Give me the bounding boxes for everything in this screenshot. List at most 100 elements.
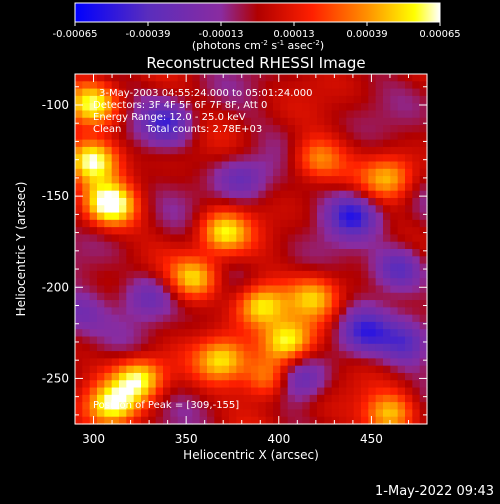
- heatmap-cell: [317, 88, 325, 97]
- heatmap-cell: [324, 249, 333, 257]
- heatmap-cell: [295, 387, 303, 396]
- heatmap-cell: [258, 387, 267, 396]
- heatmap-cell: [104, 358, 113, 367]
- heatmap-cell: [302, 132, 311, 141]
- heatmap-cell: [97, 205, 105, 214]
- heatmap-cell: [397, 190, 406, 199]
- heatmap-cell: [185, 168, 193, 177]
- heatmap-cell: [141, 234, 149, 243]
- heatmap-cell: [317, 402, 325, 411]
- heatmap-cell: [405, 394, 413, 403]
- heatmap-cell: [111, 95, 120, 104]
- heatmap-cell: [258, 117, 267, 126]
- heatmap-cell: [104, 321, 113, 330]
- heatmap-cell: [353, 285, 362, 294]
- heatmap-cell: [287, 343, 296, 352]
- heatmap-cell: [295, 300, 303, 308]
- heatmap-cell: [287, 88, 296, 97]
- heatmap-cell: [353, 183, 362, 192]
- heatmap-cell: [251, 154, 259, 163]
- heatmap-cell: [339, 263, 347, 272]
- heatmap-cell: [412, 321, 421, 330]
- heatmap-cell: [229, 394, 237, 403]
- heatmap-cell: [317, 372, 325, 381]
- heatmap-cell: [207, 321, 215, 330]
- heatmap-cell: [287, 197, 296, 206]
- heatmap-cell: [177, 190, 186, 199]
- heatmap-cell: [214, 321, 223, 330]
- heatmap-cell: [258, 351, 267, 359]
- heatmap-cell: [280, 241, 289, 250]
- heatmap-cell: [361, 343, 369, 352]
- heatmap-cell: [243, 380, 252, 389]
- heatmap-cell: [214, 212, 223, 221]
- heatmap-cell: [273, 372, 281, 381]
- heatmap-cell: [141, 183, 149, 192]
- heatmap-cell: [75, 387, 83, 396]
- heatmap-cell: [346, 146, 355, 155]
- heatmap-cell: [302, 380, 311, 389]
- heatmap-cell: [273, 278, 281, 287]
- heatmap-cell: [273, 132, 281, 141]
- heatmap-cell: [133, 161, 142, 170]
- heatmap-cell: [280, 183, 289, 192]
- heatmap-cell: [383, 219, 391, 228]
- heatmap-cell: [317, 351, 325, 359]
- heatmap-cell: [397, 343, 406, 352]
- heatmap-cell: [251, 307, 259, 316]
- heatmap-cell: [390, 161, 399, 170]
- heatmap-cell: [89, 110, 98, 119]
- heatmap-cell: [295, 329, 303, 338]
- heatmap-cell: [295, 314, 303, 323]
- heatmap-cell: [199, 74, 208, 82]
- heatmap-cell: [75, 168, 83, 177]
- heatmap-cell: [185, 329, 193, 338]
- heatmap-cell: [258, 190, 267, 199]
- heatmap-cell: [177, 132, 186, 141]
- heatmap-cell: [148, 358, 157, 367]
- heatmap-cell: [111, 336, 120, 345]
- heatmap-cell: [243, 372, 252, 381]
- heatmap-cell: [192, 190, 201, 199]
- heatmap-cell: [111, 183, 120, 192]
- heatmap-cell: [97, 139, 105, 148]
- heatmap-cell: [317, 409, 325, 418]
- heatmap-cell: [390, 154, 399, 163]
- heatmap-cell: [361, 365, 369, 374]
- heatmap-cell: [419, 74, 428, 82]
- heatmap-cell: [309, 351, 318, 359]
- heatmap-cell: [287, 110, 296, 119]
- heatmap-cell: [148, 117, 157, 126]
- heatmap-cell: [82, 307, 91, 316]
- heatmap-cell: [192, 336, 201, 345]
- heatmap-cell: [163, 219, 171, 228]
- heatmap-cell: [89, 365, 98, 374]
- heatmap-cell: [119, 241, 127, 250]
- heatmap-cell: [368, 190, 377, 199]
- heatmap-cell: [148, 321, 157, 330]
- heatmap-cell: [324, 176, 333, 184]
- heatmap-cell: [251, 117, 259, 126]
- heatmap-cell: [207, 416, 215, 425]
- heatmap-cell: [375, 409, 384, 418]
- heatmap-cell: [97, 88, 105, 97]
- heatmap-cell: [177, 146, 186, 155]
- heatmap-cell: [287, 219, 296, 228]
- heatmap-cell: [258, 110, 267, 119]
- heatmap-cell: [155, 227, 164, 236]
- colorbar-ticks: -0.00065 -0.00039 -0.00013 0.00013 0.00039 0.…: [53, 22, 461, 40]
- heatmap-cell: [89, 387, 98, 396]
- heatmap-cell: [273, 183, 281, 192]
- heatmap-cell: [221, 241, 230, 250]
- heatmap-cell: [295, 132, 303, 141]
- heatmap-cell: [126, 176, 135, 184]
- heatmap-cell: [141, 263, 149, 272]
- heatmap-cell: [236, 256, 245, 265]
- heatmap-cell: [265, 307, 274, 316]
- heatmap-cell: [170, 88, 179, 97]
- heatmap-cell: [339, 146, 347, 155]
- heatmap-cell: [258, 358, 267, 367]
- heatmap-cell: [141, 219, 149, 228]
- heatmap-cell: [148, 292, 157, 301]
- heatmap-cell: [192, 380, 201, 389]
